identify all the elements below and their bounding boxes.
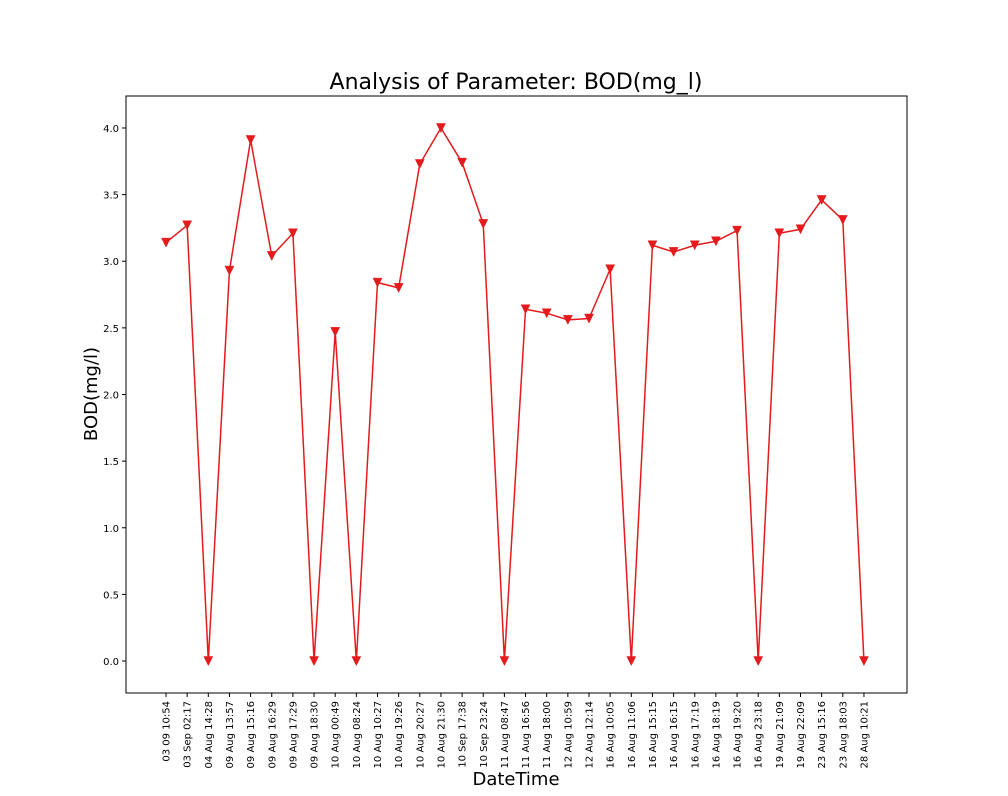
data-point-marker (309, 656, 319, 667)
y-tick-label: 1.5 (103, 457, 119, 468)
data-point-marker (245, 135, 256, 146)
data-point-marker (203, 656, 214, 667)
y-tick-label: 2.5 (103, 324, 119, 335)
y-axis-label: BOD(mg/l) (81, 347, 102, 441)
x-tick-label: 11 Aug 08:47 (500, 701, 511, 768)
x-tick-label: 09 Aug 15:16 (246, 701, 257, 768)
x-tick-label: 16 Aug 16:15 (669, 701, 680, 768)
data-point-marker (457, 157, 468, 168)
x-tick-label: 16 Aug 17:19 (690, 701, 701, 768)
x-tick-label: 10 Sep 17:38 (458, 701, 469, 768)
data-point-marker (562, 315, 573, 325)
data-point-marker (266, 251, 277, 261)
x-tick-label: 16 Aug 15:15 (648, 701, 659, 768)
x-tick-label: 09 Aug 18:30 (310, 701, 321, 768)
x-tick-label: 12 Aug 12:14 (585, 701, 596, 768)
x-tick-label: 10 Aug 10:27 (373, 701, 384, 768)
data-point-marker (161, 237, 171, 248)
x-tick-label: 19 Aug 22:09 (796, 701, 807, 768)
data-point-marker (436, 123, 446, 134)
x-tick-label: 10 Aug 08:24 (352, 701, 363, 768)
x-tick-label: 10 Aug 21:30 (436, 701, 447, 768)
x-tick-label: 12 Aug 10:59 (563, 701, 574, 768)
data-point-marker (668, 247, 679, 257)
data-point-marker (647, 240, 658, 251)
y-tick-label: 0.0 (103, 657, 119, 668)
x-tick-label: 16 Aug 23:18 (754, 701, 765, 768)
y-tick-label: 4.0 (103, 124, 119, 135)
data-point-marker (541, 308, 552, 319)
data-point-marker (732, 225, 742, 236)
x-tick-label: 23 Aug 18:03 (838, 701, 849, 768)
data-point-marker (520, 304, 531, 315)
x-tick-label: 16 Aug 11:06 (627, 701, 638, 768)
x-tick-label: 19 Aug 21:09 (775, 701, 786, 768)
data-point-marker (351, 656, 362, 667)
x-tick-label: 11 Aug 18:00 (542, 701, 553, 768)
y-tick-label: 0.5 (103, 590, 119, 601)
x-tick-label: 04 Aug 14:28 (204, 701, 215, 768)
data-point-marker (414, 159, 425, 170)
y-tick-label: 3.5 (103, 191, 119, 202)
x-tick-label: 16 Aug 18:19 (711, 701, 722, 768)
x-tick-label: 09 Aug 13:57 (225, 701, 236, 768)
axes: 0.0 0.5 1.0 1.5 2.0 2.5 3.0 3.5 4.0 03 09 10:54 03… (103, 95, 908, 768)
data-point-marker (330, 327, 341, 337)
data-point-marker (478, 219, 489, 229)
x-tick-label: 28 Aug 10:21 (859, 701, 870, 768)
data-point-marker (795, 224, 806, 235)
data-point-marker (605, 264, 616, 275)
y-tick-label: 2.0 (103, 391, 119, 402)
x-axis-label: DateTime (472, 769, 559, 790)
data-point-marker (837, 215, 848, 225)
data-point-marker (753, 656, 764, 667)
x-tick-label: 03 09 10:54 (162, 701, 173, 762)
x-tick-label: 16 Aug 10:05 (606, 701, 617, 768)
data-point-marker (584, 313, 594, 324)
y-tick-label: 3.0 (103, 257, 119, 268)
series-line (165, 126, 865, 662)
x-tick-label: 16 Aug 19:20 (733, 701, 744, 768)
data-point-marker (626, 656, 637, 667)
data-point-marker (816, 195, 827, 206)
data-point-marker (774, 228, 785, 239)
x-tick-label: 09 Aug 16:29 (267, 701, 278, 768)
series-layer (161, 123, 869, 667)
x-tick-label: 10 Aug 19:26 (394, 701, 405, 768)
data-point-marker (182, 220, 193, 231)
data-point-marker (287, 228, 298, 239)
data-point-marker (372, 277, 383, 288)
data-point-marker (859, 656, 869, 667)
data-point-marker (710, 236, 721, 247)
data-point-marker (393, 283, 404, 293)
x-tick-label: 09 Aug 17:29 (288, 701, 299, 768)
data-point-marker (499, 656, 510, 667)
x-tick-label: 11 Aug 16:56 (521, 701, 532, 768)
x-tick-label: 23 Aug 15:16 (817, 701, 828, 768)
x-tick-label: 03 Sep 02:17 (183, 701, 194, 768)
y-tick-label: 1.0 (103, 524, 119, 535)
x-tick-label: 10 Aug 20:27 (415, 701, 426, 768)
chart-title: Analysis of Parameter: BOD(mg_l) (330, 70, 703, 95)
x-tick-label: 10 Aug 00:49 (331, 701, 342, 768)
x-tick-label: 10 Sep 23:24 (479, 701, 490, 768)
data-point-marker (224, 265, 235, 276)
data-point-marker (689, 240, 700, 251)
